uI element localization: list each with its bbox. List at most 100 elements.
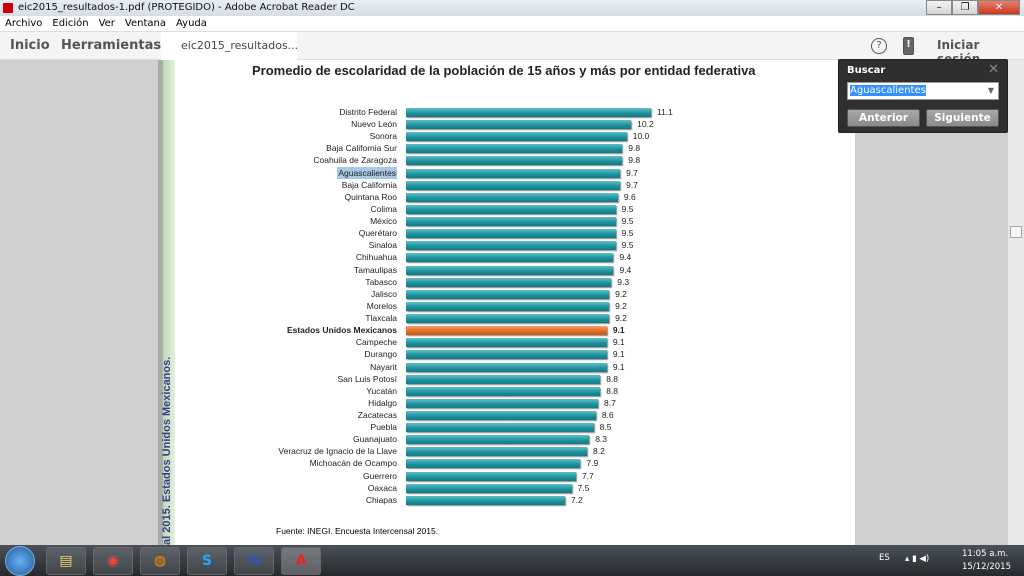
word-icon[interactable]: W — [234, 547, 274, 575]
chart-row: Yucatán 8.8 — [158, 385, 855, 397]
restore-button[interactable]: ❐ — [952, 0, 978, 15]
tab-inicio[interactable]: Inicio — [10, 38, 50, 53]
chart-row: Durango 9.1 — [158, 348, 855, 360]
bar — [406, 180, 621, 190]
menu-ventana[interactable]: Ventana — [124, 18, 166, 29]
title-bar: eic2015_resultados-1.pdf (PROTEGIDO) - A… — [0, 0, 1024, 16]
value-label: 7.2 — [570, 494, 583, 505]
find-input[interactable]: Aguascalientes ▼ — [847, 82, 999, 100]
mobile-link-icon[interactable]: ! — [903, 37, 914, 55]
category-label: Chihuahua — [355, 252, 397, 263]
pdf-page: al 2015. Estados Unidos Mexicanos. Prome… — [158, 60, 855, 545]
category-label: Colima — [370, 203, 397, 214]
category-label: Querétaro — [358, 228, 397, 239]
value-label: 7.9 — [586, 458, 599, 469]
value-label: 8.5 — [599, 422, 612, 433]
find-title: Buscar — [847, 65, 886, 76]
tab-herramientas[interactable]: Herramientas — [61, 38, 162, 53]
value-label: 9.1 — [612, 361, 625, 372]
value-label: 9.5 — [621, 240, 634, 251]
chart-row: Morelos 9.2 — [158, 300, 855, 312]
value-label: 9.1 — [612, 325, 625, 336]
bar — [406, 471, 576, 481]
value-label: 9.2 — [615, 313, 627, 324]
menu-edicion[interactable]: Edición — [52, 18, 89, 29]
value-label: 9.5 — [621, 203, 634, 214]
bar — [406, 459, 581, 469]
bar — [406, 338, 607, 348]
value-label: 10.0 — [632, 131, 650, 142]
chart-row: Tlaxcala 9.2 — [158, 312, 855, 324]
chart-row: San Luis Potosí 8.8 — [158, 373, 855, 385]
find-close-icon[interactable]: ✕ — [988, 62, 999, 77]
skype-icon[interactable]: S — [187, 547, 227, 575]
bar — [406, 168, 621, 178]
menu-ayuda[interactable]: Ayuda — [175, 18, 207, 29]
tab-document[interactable]: eic2015_resultados... × — [161, 32, 298, 79]
category-label: Baja California — [341, 179, 397, 190]
category-label: Tabasco — [365, 276, 397, 287]
clock-date[interactable]: 15/12/2015 — [962, 562, 1011, 572]
explorer-icon[interactable]: ▤ — [46, 547, 86, 575]
bar — [406, 374, 601, 384]
menu-archivo[interactable]: Archivo — [5, 18, 43, 29]
find-next-button[interactable]: Siguiente — [926, 109, 999, 127]
toolbar: Inicio Herramientas eic2015_resultados..… — [0, 32, 1024, 79]
find-input-value: Aguascalientes — [850, 85, 926, 96]
minimize-button[interactable]: – — [926, 0, 952, 15]
category-label: Zacatecas — [357, 410, 397, 420]
value-label: 11.1 — [657, 107, 673, 117]
menu-bar: Archivo Edición Ver Ventana Ayuda — [0, 16, 1024, 32]
category-label: Quintana Roo — [344, 191, 397, 202]
chart-row: Aguascalientes 9.7 — [158, 166, 855, 179]
firefox-icon[interactable]: ◍ — [140, 547, 180, 575]
tray-icons[interactable]: ▴ ▮ ◀) — [905, 554, 930, 564]
scroll-thumb[interactable] — [1010, 226, 1022, 238]
acrobat-taskbar-icon[interactable]: A — [281, 547, 321, 575]
help-icon[interactable]: ? — [871, 38, 887, 54]
page-side-stripe — [158, 60, 175, 545]
bar — [406, 277, 612, 287]
menu-ver[interactable]: Ver — [98, 18, 115, 29]
chart-row: Zacatecas 8.6 — [158, 409, 855, 421]
value-label: 8.7 — [604, 397, 616, 408]
find-panel: Buscar ✕ Aguascalientes ▼ Anterior Sigui… — [838, 59, 1008, 133]
vertical-scrollbar[interactable] — [1008, 60, 1024, 545]
category-label: Nayarit — [370, 361, 397, 372]
chart-row: Guerrero 7.7 — [158, 470, 855, 482]
bar — [406, 192, 618, 202]
chart-row: Distrito Federal 11.1 — [158, 106, 855, 118]
value-label: 9.5 — [621, 216, 634, 227]
chart-row: Veracruz de Ignacio de la Llave 8.2 — [158, 445, 855, 457]
bar — [406, 350, 607, 360]
chart-row: Campeche 9.1 — [158, 336, 855, 348]
language-indicator[interactable]: ES — [879, 553, 890, 563]
category-label: Tlaxcala — [365, 313, 397, 324]
chart-row: Chiapas 7.2 — [158, 494, 855, 506]
bar — [406, 265, 614, 275]
chart-row: Tabasco 9.3 — [158, 276, 855, 288]
clock-time[interactable]: 11:05 a.m. — [962, 549, 1009, 559]
chart-row: Quintana Roo 9.6 — [158, 191, 855, 203]
windows-start-icon[interactable] — [5, 546, 35, 576]
value-label: 9.8 — [628, 155, 641, 166]
category-label: Michoacán de Ocampo — [309, 458, 397, 469]
chart-row: Baja California 9.7 — [158, 179, 855, 191]
bar — [406, 326, 607, 336]
document-area: al 2015. Estados Unidos Mexicanos. Prome… — [0, 60, 1008, 545]
window-title: eic2015_resultados-1.pdf (PROTEGIDO) - A… — [18, 2, 355, 13]
value-label: 9.3 — [617, 276, 630, 287]
bar — [406, 301, 610, 311]
chart-row: Baja California Sur 9.8 — [158, 142, 855, 154]
value-label: 9.8 — [628, 143, 641, 154]
category-label: México — [370, 216, 397, 227]
chart-source: Fuente: INEGI. Encuesta Intercensal 2015… — [276, 526, 439, 536]
close-button[interactable]: ✕ — [978, 0, 1020, 15]
value-label: 9.4 — [619, 264, 632, 275]
chrome-icon[interactable]: ◉ — [93, 547, 133, 575]
category-label: Veracruz de Ignacio de la Llave — [278, 446, 397, 457]
chart-row: Estados Unidos Mexicanos 9.1 — [158, 324, 855, 336]
find-previous-button[interactable]: Anterior — [847, 109, 920, 127]
chevron-down-icon[interactable]: ▼ — [987, 86, 994, 95]
category-label: Aguascalientes — [337, 166, 397, 179]
